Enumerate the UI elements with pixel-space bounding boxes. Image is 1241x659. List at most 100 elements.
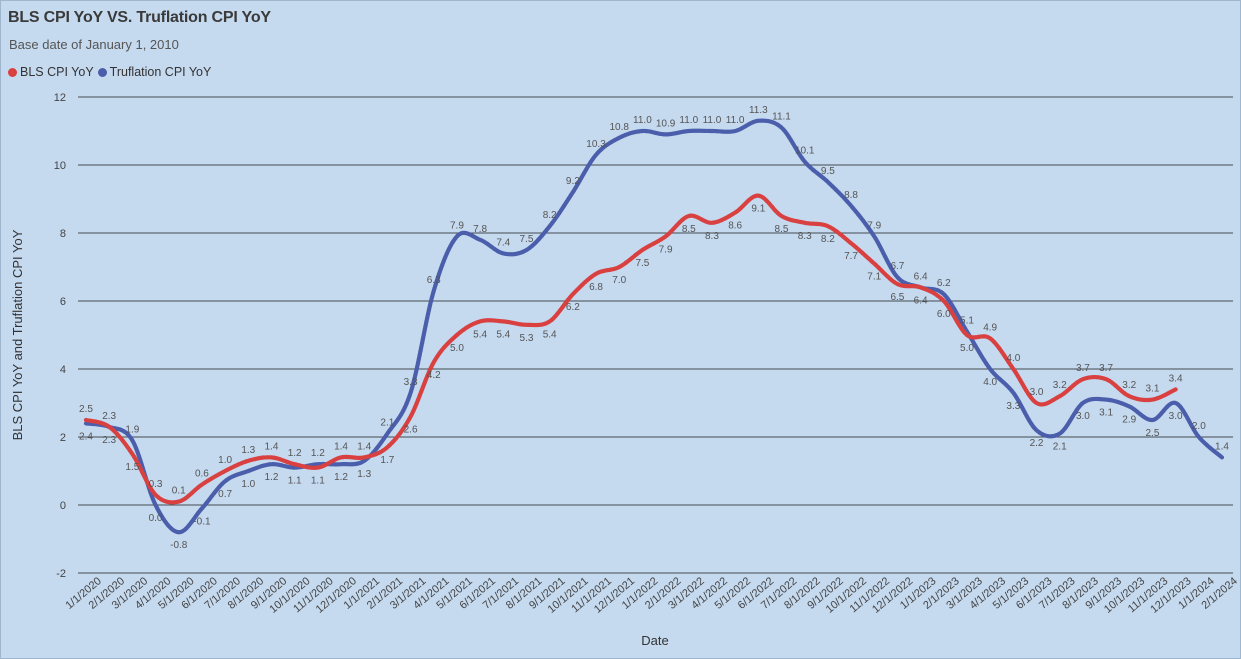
data-label-truflation: 3.3	[1006, 401, 1020, 412]
data-label-bls: 8.5	[682, 224, 696, 235]
data-label-truflation: 6.3	[427, 275, 441, 286]
data-label-bls: 8.2	[821, 234, 835, 245]
data-label-bls: 1.1	[311, 476, 325, 487]
data-label-truflation: 0.7	[218, 489, 232, 500]
data-label-truflation: 11.0	[679, 115, 698, 126]
data-label-truflation: 3.0	[1076, 411, 1090, 422]
data-label-bls: 0.6	[195, 469, 209, 480]
data-label-truflation: 7.8	[473, 224, 487, 235]
data-label-truflation: 2.5	[1145, 428, 1159, 439]
data-label-bls: 1.2	[288, 448, 302, 459]
data-label-bls: 4.0	[1006, 353, 1020, 364]
data-label-bls: 5.3	[520, 333, 534, 344]
data-label-truflation: 2.0	[1192, 421, 1206, 432]
data-label-bls: 6.0	[937, 309, 951, 320]
data-label-truflation: 9.2	[566, 176, 580, 187]
y-tick-label: 0	[60, 500, 66, 512]
data-label-truflation: 8.2	[543, 210, 557, 221]
data-label-truflation: 4.0	[983, 377, 997, 388]
data-label-truflation: 11.0	[703, 115, 722, 126]
data-label-bls: 2.3	[102, 411, 116, 422]
data-label-truflation: 1.1	[288, 476, 302, 487]
data-label-truflation: 3.3	[404, 377, 418, 388]
data-label-truflation: -0.1	[193, 516, 211, 527]
data-label-bls: 3.0	[1030, 387, 1044, 398]
data-label-bls: 4.9	[983, 322, 997, 333]
data-label-truflation: 1.9	[125, 424, 139, 435]
legend-item-bls: BLS CPI YoY	[8, 65, 94, 79]
legend-marker-bls	[8, 67, 17, 77]
data-label-bls: 5.4	[543, 329, 557, 340]
data-label-truflation: 2.3	[102, 435, 116, 446]
data-label-bls: 7.9	[659, 244, 673, 255]
chart-title: BLS CPI YoY VS. Truflation CPI YoY	[8, 9, 271, 26]
data-label-bls: 1.5	[125, 462, 139, 473]
legend-item-truflation: Truflation CPI YoY	[97, 65, 212, 79]
data-label-truflation: 10.1	[795, 146, 815, 157]
legend-label-bls: BLS CPI YoY	[20, 65, 94, 79]
data-label-bls: 1.4	[265, 441, 279, 452]
data-label-bls: 6.2	[566, 302, 580, 313]
data-label-truflation: 2.9	[1122, 414, 1136, 425]
data-label-bls: 3.2	[1122, 380, 1136, 391]
data-label-bls: 1.4	[357, 441, 371, 452]
data-label-bls: 1.0	[218, 455, 232, 466]
data-label-truflation: 11.1	[772, 112, 791, 123]
data-label-truflation: 0.0	[149, 513, 163, 524]
data-label-truflation: 10.8	[609, 122, 629, 133]
y-tick-label: 10	[54, 160, 66, 172]
data-label-bls: 1.7	[380, 455, 394, 466]
data-label-bls: 6.4	[914, 271, 928, 282]
data-label-truflation: 7.4	[496, 237, 510, 248]
data-label-truflation: 1.4	[1215, 441, 1229, 452]
data-label-truflation: -0.8	[170, 540, 188, 551]
data-label-bls: 1.4	[334, 441, 348, 452]
data-label-truflation: 3.1	[1099, 408, 1113, 419]
data-label-bls: 5.0	[960, 343, 974, 354]
data-label-truflation: 1.2	[334, 472, 348, 483]
y-tick-label: 6	[60, 296, 66, 308]
data-label-bls: 0.3	[149, 479, 163, 490]
data-label-truflation: 7.5	[520, 234, 534, 245]
data-label-truflation: 2.2	[1030, 438, 1044, 449]
data-label-bls: 1.3	[241, 445, 255, 456]
y-tick-label: 12	[54, 92, 66, 104]
x-axis-title: Date	[641, 633, 668, 648]
series-line-truflation	[83, 118, 1225, 535]
data-label-bls: 8.5	[775, 224, 789, 235]
data-label-truflation: 7.9	[450, 220, 464, 231]
y-axis-title: BLS CPI YoY and Truflation CPI YoY	[10, 229, 25, 440]
data-label-bls: 5.4	[496, 329, 510, 340]
data-label-truflation: 11.3	[749, 105, 768, 116]
data-label-truflation: 7.9	[867, 220, 881, 231]
data-label-truflation: 5.1	[960, 316, 974, 327]
data-label-bls: 5.4	[473, 329, 487, 340]
legend-label-truflation: Truflation CPI YoY	[109, 65, 212, 79]
data-label-bls: 2.5	[79, 404, 93, 415]
data-label-bls: 7.0	[612, 275, 626, 286]
data-label-bls: 7.1	[867, 272, 881, 283]
data-label-truflation: 9.5	[821, 166, 835, 177]
data-label-truflation: 1.2	[311, 448, 325, 459]
data-label-bls: 3.7	[1099, 363, 1113, 374]
data-label-truflation: 2.1	[380, 418, 394, 429]
data-label-truflation: 10.9	[656, 118, 676, 129]
data-label-truflation: 11.0	[633, 115, 652, 126]
chart-subtitle: Base date of January 1, 2010	[9, 37, 179, 52]
data-label-bls: 3.1	[1145, 384, 1159, 395]
legend-marker-truflation	[97, 67, 107, 77]
data-label-bls: 8.6	[728, 221, 742, 232]
data-label-bls: 5.0	[450, 343, 464, 354]
y-tick-label: -2	[56, 568, 66, 580]
data-label-bls: 0.1	[172, 486, 186, 497]
data-label-bls: 3.4	[1169, 373, 1183, 384]
data-label-bls: 7.5	[635, 258, 649, 269]
data-label-truflation: 6.4	[914, 295, 928, 306]
data-label-bls: 7.7	[844, 251, 858, 262]
data-label-truflation: 1.0	[241, 479, 255, 490]
data-label-truflation: 8.8	[844, 190, 858, 201]
data-label-truflation: 2.4	[79, 431, 93, 442]
data-label-bls: 3.2	[1053, 380, 1067, 391]
